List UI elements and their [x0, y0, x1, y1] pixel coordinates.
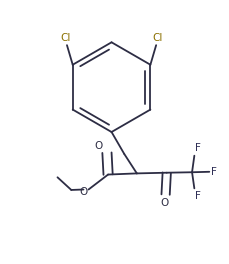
Text: O: O [79, 187, 88, 197]
Text: F: F [195, 191, 201, 201]
Text: O: O [160, 198, 168, 208]
Text: F: F [195, 143, 201, 153]
Text: Cl: Cl [151, 33, 162, 43]
Text: O: O [94, 141, 102, 151]
Text: Cl: Cl [60, 33, 71, 43]
Text: F: F [210, 167, 216, 177]
